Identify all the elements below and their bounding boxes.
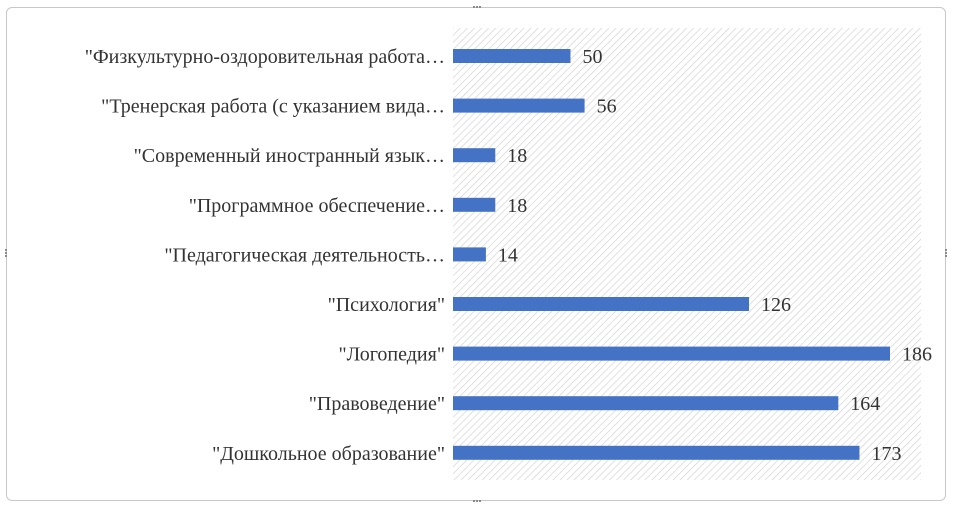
category-label-0: "Физкультурно-оздоровительная работа… [85,46,445,68]
category-label-3: "Программное обеспечение… [189,195,445,217]
bar-6 [453,346,890,361]
resize-handle-right[interactable] [944,248,948,258]
bar-2 [453,148,496,163]
value-label-8: 173 [871,443,901,465]
value-label-0: 50 [582,46,602,68]
category-label-5: "Психология" [328,294,445,316]
bar-7 [453,396,839,411]
resize-handle-left[interactable] [4,248,8,258]
value-label-2: 18 [507,145,527,167]
category-label-1: "Тренерская работа (с указанием вида… [101,96,445,118]
value-label-3: 18 [507,195,527,217]
bar-4 [453,247,486,262]
bar-8 [453,445,860,460]
category-label-4: "Педагогическая деятельность… [164,244,445,266]
value-label-7: 164 [850,393,880,415]
bar-5 [453,297,750,311]
category-label-2: "Современный иностранный язык… [134,145,445,167]
category-label-6: "Логопедия" [339,344,446,366]
value-label-1: 56 [597,96,617,118]
bar-1 [453,98,585,113]
resize-handle-top[interactable] [472,5,482,9]
value-label-6: 186 [902,344,932,366]
bar-3 [453,197,496,212]
bar-0 [453,49,571,63]
category-label-8: "Дошкольное образование" [212,443,445,465]
resize-handle-bottom[interactable] [472,499,482,503]
value-label-5: 126 [761,294,791,316]
category-label-7: "Правоведение" [309,393,445,415]
value-label-4: 14 [498,244,518,266]
